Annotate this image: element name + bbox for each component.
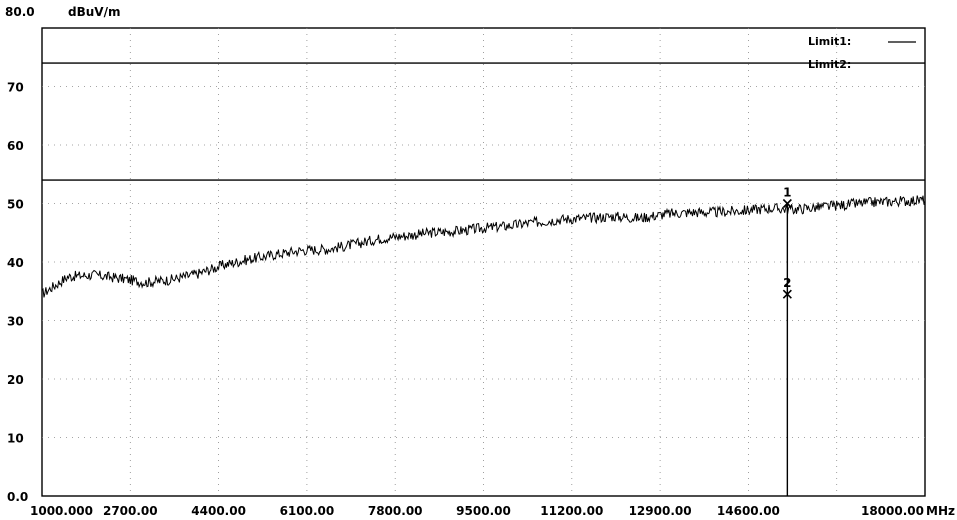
marker-cross-icon bbox=[782, 198, 792, 209]
y-axis-max-label: 80.0 bbox=[5, 5, 35, 19]
marker-label: 1 bbox=[783, 186, 791, 200]
y-tick-label: 10 bbox=[7, 432, 24, 446]
y-tick-label: 20 bbox=[7, 373, 24, 387]
x-tick-label: 14600.00 bbox=[717, 504, 780, 518]
legend-limit1-label: Limit1: bbox=[808, 35, 851, 48]
y-tick-label: 60 bbox=[7, 139, 24, 153]
y-axis-ticks: 70 60 50 40 30 20 10 0.0 bbox=[7, 81, 28, 505]
y-tick-label: 30 bbox=[7, 315, 24, 329]
x-axis-ticks: 1000.000 2700.00 4400.00 6100.00 7800.00 9500… bbox=[30, 504, 924, 518]
marker-layer: 12 bbox=[782, 186, 792, 496]
x-tick-label: 11200.00 bbox=[540, 504, 603, 518]
grid bbox=[42, 28, 925, 496]
limit-lines bbox=[42, 62, 925, 181]
x-tick-label: 7800.00 bbox=[368, 504, 423, 518]
x-tick-label: 18000.00 bbox=[861, 504, 924, 518]
series-line bbox=[41, 195, 926, 298]
marker-cross-icon bbox=[782, 289, 792, 299]
y-tick-label: 0.0 bbox=[7, 490, 28, 504]
x-axis-unit-label: MHz bbox=[926, 504, 955, 518]
marker-label: 2 bbox=[783, 276, 791, 290]
x-tick-label: 2700.00 bbox=[103, 504, 158, 518]
x-tick-label: 4400.00 bbox=[191, 504, 246, 518]
series-layer bbox=[41, 195, 926, 298]
y-tick-label: 50 bbox=[7, 198, 24, 212]
x-tick-label: 6100.00 bbox=[280, 504, 335, 518]
y-tick-label: 40 bbox=[7, 256, 24, 270]
y-axis-unit-label: dBuV/m bbox=[68, 5, 120, 19]
y-tick-label: 70 bbox=[7, 81, 24, 95]
legend: Limit1: Limit2: bbox=[808, 35, 916, 71]
x-tick-label: 1000.000 bbox=[30, 504, 93, 518]
legend-limit2-label: Limit2: bbox=[808, 58, 851, 71]
x-tick-label: 9500.00 bbox=[456, 504, 511, 518]
x-tick-label: 12900.00 bbox=[629, 504, 692, 518]
